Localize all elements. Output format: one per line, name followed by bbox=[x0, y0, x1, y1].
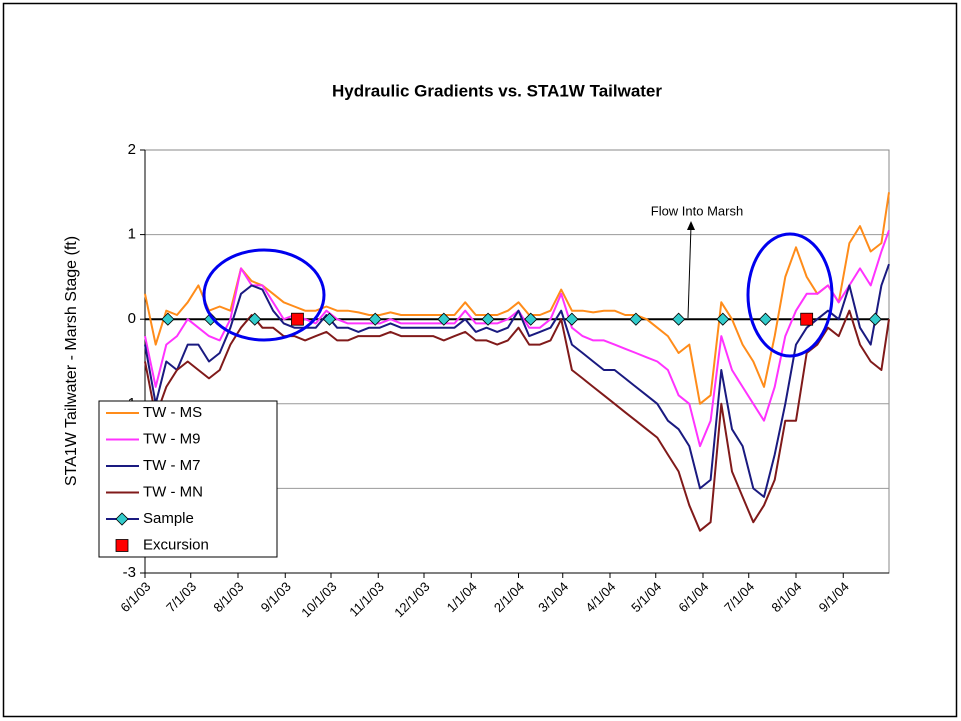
y-tick-label: 0 bbox=[128, 310, 136, 327]
y-tick-label: 1 bbox=[128, 226, 136, 243]
series-line bbox=[144, 192, 890, 405]
legend-label: Excursion bbox=[143, 536, 209, 553]
sample-marker bbox=[716, 312, 730, 326]
sample-marker bbox=[629, 312, 643, 326]
legend-label: TW - MS bbox=[143, 404, 202, 421]
excursion-marker bbox=[800, 312, 814, 326]
highlight-ellipse bbox=[202, 248, 326, 342]
sample-marker bbox=[524, 312, 538, 326]
excursion-marker bbox=[291, 312, 304, 326]
sample-marker bbox=[672, 312, 686, 326]
sample-marker bbox=[248, 312, 262, 326]
sample-marker bbox=[758, 312, 773, 326]
sample-marker bbox=[322, 312, 337, 326]
highlight-ellipse bbox=[746, 232, 834, 358]
legend-marker bbox=[115, 539, 129, 552]
chart-title: Hydraulic Gradients vs. STA1W Tailwater bbox=[332, 81, 662, 100]
y-tick-label: 2 bbox=[128, 141, 136, 158]
sample-marker bbox=[161, 312, 175, 326]
legend-marker bbox=[115, 512, 129, 526]
legend-box bbox=[98, 400, 278, 558]
legend-label: TW - M9 bbox=[143, 430, 201, 447]
sample-marker bbox=[481, 312, 495, 326]
y-axis-label: STA1W Tailwater - Marsh Stage (ft) bbox=[63, 236, 80, 486]
annotation: Flow Into Marsh bbox=[651, 203, 743, 218]
legend-label: TW - MN bbox=[143, 483, 203, 500]
annotation-arrow bbox=[687, 225, 692, 319]
series-line bbox=[144, 309, 890, 532]
legend-label: TW - M7 bbox=[143, 457, 201, 474]
sample-marker bbox=[437, 312, 451, 326]
sample-marker bbox=[203, 312, 218, 326]
legend-label: Sample bbox=[143, 510, 194, 527]
sample-marker bbox=[368, 312, 382, 326]
sample-marker bbox=[565, 312, 579, 326]
arrow-head bbox=[687, 221, 695, 230]
series-line bbox=[144, 263, 890, 498]
sample-marker bbox=[868, 312, 882, 326]
y-tick-label: -3 bbox=[123, 564, 136, 581]
